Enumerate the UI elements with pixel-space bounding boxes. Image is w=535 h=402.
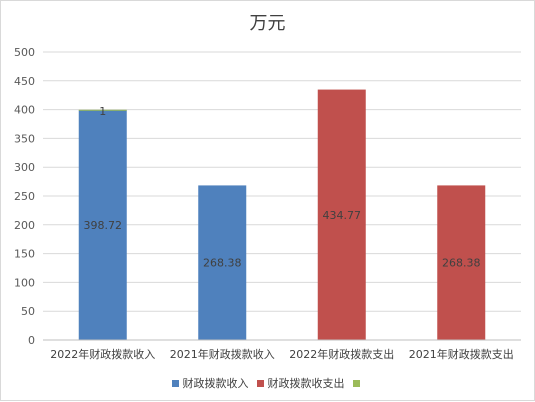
legend-item xyxy=(352,379,364,387)
bar-segment xyxy=(78,110,127,340)
chart-title: 万元 xyxy=(249,13,286,34)
bar-segment xyxy=(198,185,247,340)
bar-segment xyxy=(437,185,486,340)
y-tick-label: 350 xyxy=(14,132,35,145)
y-tick-label: 300 xyxy=(14,161,35,174)
y-tick-label: 50 xyxy=(21,305,35,318)
y-tick-label: 0 xyxy=(28,334,35,347)
data-label: 1 xyxy=(99,105,106,118)
data-label: 398.72 xyxy=(84,219,123,232)
legend-swatch xyxy=(256,379,264,387)
legend-item: 财政拨款收支出 xyxy=(256,375,345,391)
chart-legend: 财政拨款收入 财政拨款收支出 xyxy=(1,375,534,391)
data-label: 434.77 xyxy=(323,209,362,222)
y-tick-label: 150 xyxy=(14,248,35,261)
x-category-label: 2021年财政拨款收入 xyxy=(170,347,275,361)
legend-swatch xyxy=(352,379,360,387)
y-tick-label: 200 xyxy=(14,219,35,232)
y-tick-label: 400 xyxy=(14,104,35,117)
bar-segment xyxy=(317,89,366,340)
y-tick-label: 450 xyxy=(14,75,35,88)
x-category-label: 2021年财政拨款支出 xyxy=(409,347,514,361)
y-tick-label: 100 xyxy=(14,276,35,289)
data-label: 268.38 xyxy=(442,257,481,270)
x-category-label: 2022年财政拨款收入 xyxy=(50,347,155,361)
legend-item: 财政拨款收入 xyxy=(171,375,249,391)
legend-label: 财政拨款收入 xyxy=(182,377,249,390)
data-label: 268.38 xyxy=(203,257,242,270)
legend-swatch xyxy=(171,379,179,387)
x-category-label: 2022年财政拨款支出 xyxy=(289,347,394,361)
y-tick-label: 250 xyxy=(14,190,35,203)
y-tick-label: 500 xyxy=(14,46,35,59)
bar-segment xyxy=(78,109,127,111)
legend-label: 财政拨款收支出 xyxy=(267,377,345,390)
